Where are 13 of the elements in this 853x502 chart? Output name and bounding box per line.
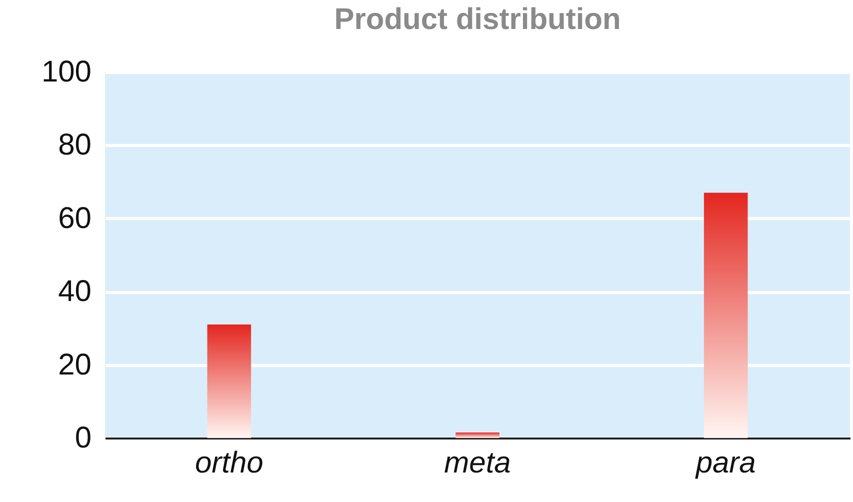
y-tick-label: 20 <box>58 348 92 382</box>
chart-title: Product distribution <box>334 3 621 36</box>
x-tick-label: ortho <box>194 446 264 480</box>
y-tick-label: 100 <box>41 56 92 88</box>
x-tick-label: para <box>694 446 756 480</box>
y-tick-label: 60 <box>58 202 92 235</box>
y-tick-label: 80 <box>58 128 92 162</box>
y-tick-label: 0 <box>74 422 92 454</box>
bar <box>704 192 748 438</box>
x-tick-label: meta <box>444 446 511 480</box>
y-tick-label: 40 <box>58 275 92 308</box>
bar <box>456 432 500 438</box>
bar <box>207 324 252 438</box>
